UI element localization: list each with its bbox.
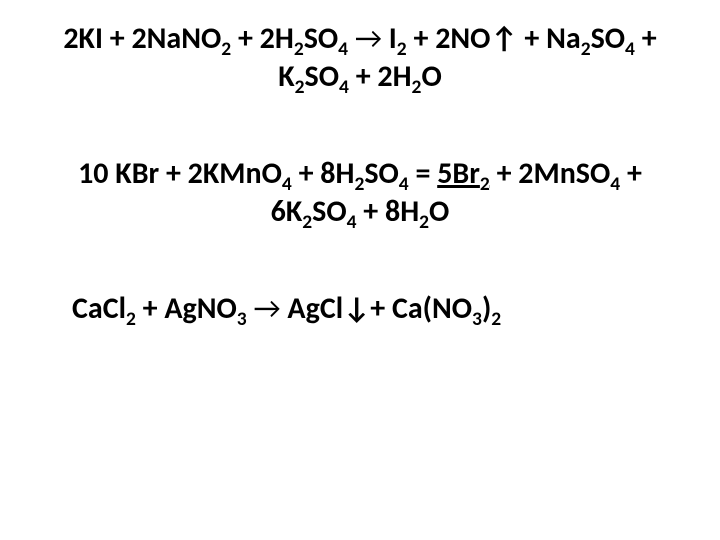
equation-3: CaCl2 + AgNO3 → AgCl↓+ Ca(NO3)2 — [60, 290, 660, 328]
equation-1: 2KI + 2NaNO2 + 2H2SO4 → I2 + 2NO↑ + Na2S… — [60, 20, 660, 95]
slide: 2KI + 2NaNO2 + 2H2SO4 → I2 + 2NO↑ + Na2S… — [0, 0, 720, 540]
equation-2: 10 KBr + 2KMnO4 + 8H2SO4 = 5Br2 + 2MnSO4… — [60, 155, 660, 230]
